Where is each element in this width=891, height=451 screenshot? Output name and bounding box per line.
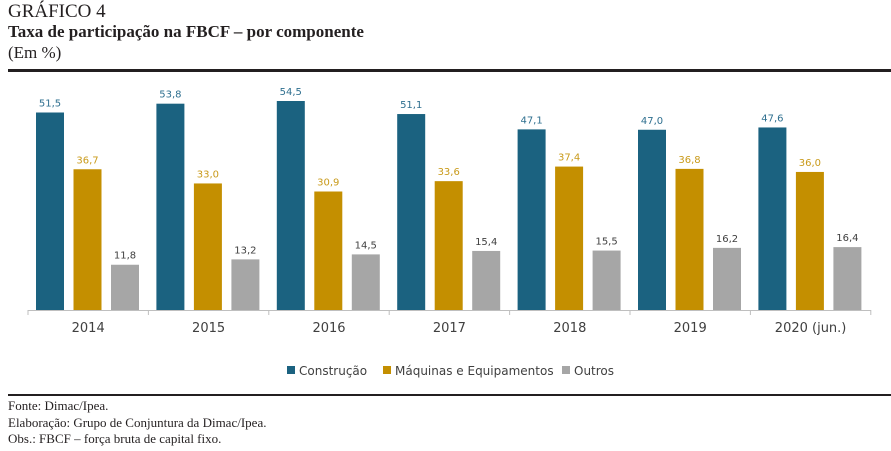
- x-tick-label: 2019: [674, 321, 707, 336]
- legend-label: Construção: [299, 364, 367, 378]
- legend-label: Outros: [574, 364, 614, 378]
- bar-construção: [397, 114, 426, 310]
- data-label: 51,1: [400, 100, 422, 111]
- chart-number: GRÁFICO 4: [8, 1, 106, 22]
- elaboration-note: Elaboração: Grupo de Conjuntura da Dimac…: [8, 415, 267, 430]
- bar-máquinas-e-equipamentos: [314, 191, 343, 310]
- x-tick-label: 2015: [192, 321, 225, 336]
- data-label: 37,4: [558, 153, 580, 164]
- bar-outros: [833, 247, 862, 310]
- data-label: 53,8: [159, 90, 181, 101]
- data-label: 36,0: [799, 158, 821, 169]
- obs-note: Obs.: FBCF – força bruta de capital fixo…: [8, 431, 222, 446]
- bar-chart: 51,5 36,7 11,8 53,8 33,0 13,2 54,5 30,9 14,5 51,1…: [27, 87, 872, 378]
- bar-construção: [276, 101, 305, 310]
- chart-unit: (Em %): [8, 43, 62, 62]
- source-note: Fonte: Dimac/Ipea.: [8, 398, 109, 413]
- bar-construção: [638, 129, 666, 310]
- data-label: 36,8: [678, 155, 700, 166]
- bar-máquinas-e-equipamentos: [434, 181, 463, 310]
- x-tick-label: 2017: [433, 321, 466, 336]
- x-axis: 2014 2015 2016 2017 2018 2019 2020 (jun.): [27, 310, 872, 336]
- data-label: 33,6: [438, 167, 460, 178]
- bar-construção: [758, 127, 787, 311]
- data-label: 11,8: [114, 251, 136, 262]
- data-label: 51,5: [39, 99, 61, 110]
- legend-label: Máquinas e Equipamentos: [395, 364, 554, 378]
- bar-construção: [36, 112, 64, 311]
- bar-máquinas-e-equipamentos: [555, 166, 584, 310]
- data-label: 14,5: [355, 240, 377, 251]
- bar-máquinas-e-equipamentos: [73, 169, 102, 310]
- legend-swatch: [287, 366, 295, 374]
- data-label: 30,9: [317, 178, 339, 189]
- data-label: 36,7: [76, 155, 98, 166]
- bar-construção: [156, 103, 185, 310]
- legend-swatch: [562, 366, 570, 374]
- data-label: 54,5: [280, 87, 302, 98]
- bars-layer: 51,5 36,7 11,8 53,8 33,0 13,2 54,5 30,9 14,5 51,1…: [36, 87, 862, 311]
- data-label: 15,5: [595, 237, 617, 248]
- bar-máquinas-e-equipamentos: [795, 171, 824, 310]
- data-label: 13,2: [234, 245, 256, 256]
- bar-outros: [351, 254, 380, 310]
- legend: Construção Máquinas e Equipamentos Outros: [287, 364, 614, 378]
- bar-outros: [592, 250, 621, 310]
- data-label: 33,0: [197, 169, 219, 180]
- data-label: 16,2: [716, 234, 738, 245]
- bar-outros: [472, 250, 501, 310]
- x-tick-label: 2018: [553, 321, 586, 336]
- legend-swatch: [383, 366, 391, 374]
- bar-máquinas-e-equipamentos: [193, 183, 222, 310]
- x-tick-label: 2020 (jun.): [775, 321, 847, 336]
- data-label: 47,6: [761, 113, 783, 124]
- bottom-rule: [8, 394, 891, 396]
- data-label: 16,4: [836, 233, 858, 244]
- bar-construção: [517, 129, 546, 310]
- x-tick-label: 2014: [72, 321, 105, 336]
- top-rule: [8, 69, 891, 72]
- data-label: 15,4: [475, 237, 497, 248]
- bar-outros: [111, 264, 139, 310]
- data-label: 47,0: [641, 116, 663, 127]
- data-label: 47,1: [520, 115, 542, 126]
- bar-máquinas-e-equipamentos: [675, 168, 704, 310]
- bar-outros: [231, 259, 260, 310]
- x-tick-label: 2016: [312, 321, 345, 336]
- bar-outros: [713, 247, 741, 310]
- chart-title: Taxa de participação na FBCF – por compo…: [8, 22, 364, 41]
